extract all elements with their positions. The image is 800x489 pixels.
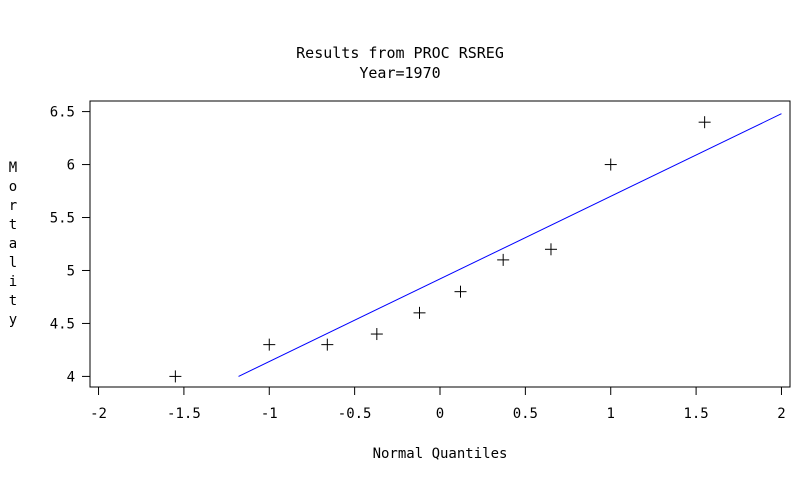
y-axis-title-letter: t [9,293,17,309]
data-point [413,306,426,319]
data-point [370,328,383,341]
y-tick-label: 5 [67,263,75,279]
x-tick-label: 2 [777,406,785,422]
y-axis: 4 4.5 5 5.5 6 6.5 [50,105,90,385]
x-tick-label: -0.5 [338,406,372,422]
data-point [454,285,467,298]
y-tick-label: 6 [67,158,75,174]
data-point [263,338,276,351]
y-axis-title-letter: y [9,312,17,328]
x-tick-label: 1.5 [683,406,708,422]
data-point [698,116,711,129]
x-tick-label: -2 [90,406,107,422]
reference-line [238,113,782,377]
chart-title: Results from PROC RSREG [296,44,504,62]
y-tick-label: 4.5 [50,316,75,332]
plot-frame [89,100,791,388]
chart-subtitle: Year=1970 [359,64,440,82]
x-tick-label: 0.5 [513,406,538,422]
y-axis-title-letter: a [9,236,17,252]
x-axis-title: Normal Quantiles [373,446,508,462]
data-point [544,243,557,256]
x-tick-label: 1 [607,406,615,422]
y-tick-label: 5.5 [50,211,75,227]
y-tick-label: 4 [67,369,75,385]
data-point [604,158,617,171]
data-points [169,116,711,383]
x-tick-label: 0 [436,406,444,422]
y-axis-title-letter: r [9,198,17,214]
y-tick-label: 6.5 [50,105,75,121]
x-tick-label: -1 [261,406,278,422]
data-point [497,253,510,266]
data-point [169,370,182,383]
y-axis-title-letter: i [9,274,17,290]
y-axis-title-letter: M [9,160,17,176]
y-axis-title-letter: o [9,179,17,195]
y-axis-title-letter: t [9,217,17,233]
x-tick-label: -1.5 [167,406,201,422]
data-point [321,338,334,351]
x-axis: -2 -1.5 -1 -0.5 0 0.5 1 1.5 2 [90,387,786,422]
y-axis-title-letter: l [9,255,17,271]
